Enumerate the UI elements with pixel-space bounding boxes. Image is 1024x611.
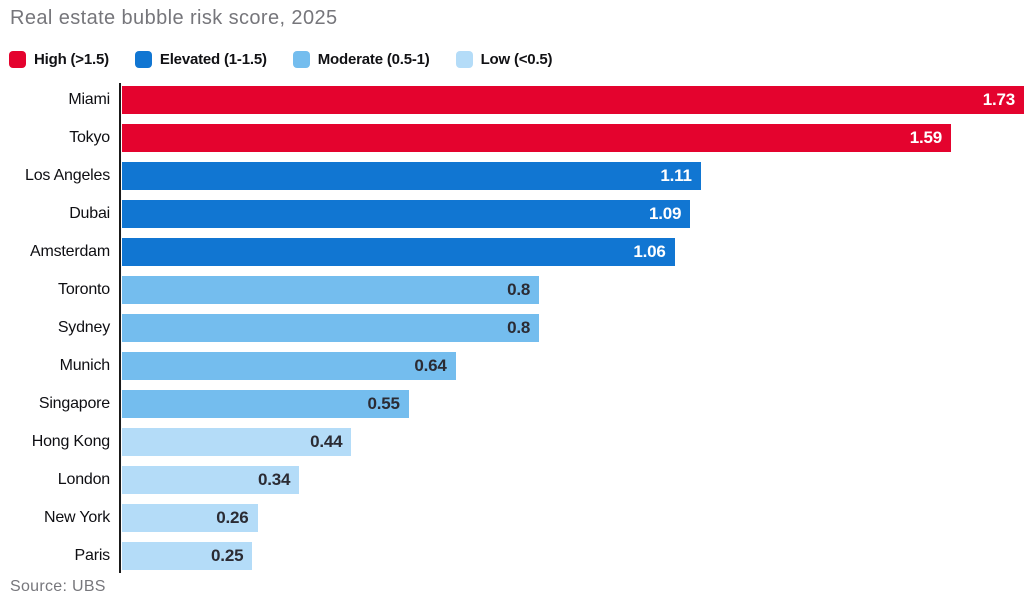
- bar: 1.09: [122, 200, 691, 228]
- bar-row: Toronto 0.8: [58, 271, 1024, 309]
- bar-track: 0.8: [122, 314, 1024, 342]
- value-label: 0.64: [414, 356, 447, 375]
- bar-row: Tokyo 1.59: [69, 119, 1024, 157]
- legend-swatch-icon: [9, 50, 26, 68]
- plot-area: Miami 1.73 Tokyo 1.59 Los Angeles 1.11 D…: [0, 81, 1024, 575]
- bar: 0.34: [122, 466, 300, 494]
- bar-track: 0.25: [122, 542, 1024, 570]
- bar-track: 0.34: [122, 466, 1024, 494]
- category-label: Sydney: [57, 319, 110, 336]
- legend-swatch-icon: [455, 50, 473, 68]
- bar-track: 1.11: [122, 162, 1024, 190]
- bar: 0.55: [122, 390, 409, 418]
- category-label: New York: [44, 509, 110, 526]
- bar-track: 0.8: [122, 276, 1024, 304]
- legend-label: Elevated (1-1.5): [159, 50, 267, 68]
- bar-track: 0.64: [122, 352, 1024, 380]
- bar: 1.11: [122, 162, 701, 190]
- bar: 0.44: [122, 428, 352, 456]
- category-label: Munich: [59, 357, 111, 374]
- bar: 1.06: [122, 238, 675, 266]
- bar-row: Singapore 0.55: [39, 385, 1024, 423]
- bar-row: Miami 1.73: [68, 81, 1024, 119]
- category-label: Tokyo: [69, 129, 110, 146]
- bar-row: Hong Kong 0.44: [32, 423, 1024, 461]
- bar-row: Munich 0.64: [60, 347, 1024, 385]
- value-label: 0.34: [257, 470, 291, 489]
- bar: 0.8: [122, 314, 540, 342]
- bar-track: 1.73: [122, 86, 1024, 114]
- value-label: 0.8: [507, 280, 531, 299]
- bar-track: 1.06: [122, 238, 1024, 266]
- value-label: 1.73: [982, 90, 1015, 109]
- legend-item: Elevated (1-1.5): [134, 50, 267, 68]
- bar-row: Amsterdam 1.06: [30, 233, 1024, 271]
- category-label: Singapore: [38, 395, 110, 412]
- bar: 1.73: [122, 86, 1024, 114]
- bar: 0.25: [122, 542, 253, 570]
- bar-row: Sydney 0.8: [58, 309, 1024, 347]
- legend-item: High (>1.5): [9, 50, 109, 68]
- bar: 0.8: [122, 276, 540, 304]
- value-label: 0.44: [310, 432, 343, 451]
- category-label: London: [57, 471, 110, 488]
- value-label: 1.11: [660, 166, 692, 185]
- bar-row: Los Angeles 1.11: [25, 157, 1024, 195]
- legend-label: High (>1.5): [34, 50, 109, 68]
- value-label: 1.09: [649, 204, 682, 223]
- bar-row: Dubai 1.09: [69, 195, 1024, 233]
- category-label: Paris: [74, 547, 111, 564]
- chart-title: Real estate bubble risk score, 2025: [10, 7, 338, 29]
- bar-row: London 0.34: [58, 461, 1024, 499]
- category-label: Hong Kong: [31, 433, 110, 450]
- value-label: 0.26: [216, 508, 249, 527]
- value-label: 0.25: [211, 546, 244, 565]
- legend: High (>1.5) Elevated (1-1.5) Moderate (0…: [9, 49, 553, 69]
- category-label: Toronto: [58, 281, 110, 298]
- bar-row: New York 0.26: [44, 499, 1024, 537]
- value-label: 1.59: [909, 128, 942, 147]
- bar: 0.64: [122, 352, 456, 380]
- bar-track: 1.59: [122, 124, 1024, 152]
- legend-label: Moderate (0.5-1): [317, 50, 430, 68]
- bar-row: Paris 0.25: [75, 537, 1024, 575]
- bar: 1.59: [122, 124, 951, 152]
- value-label: 0.55: [367, 394, 400, 413]
- y-axis-line: [119, 83, 121, 573]
- bar-track: 0.26: [122, 504, 1024, 532]
- category-label: Amsterdam: [30, 243, 110, 260]
- legend-item: Moderate (0.5-1): [292, 50, 430, 68]
- value-label: 0.8: [507, 318, 531, 337]
- legend-swatch-icon: [134, 50, 152, 68]
- category-label: Dubai: [69, 205, 110, 222]
- source-note: Source: UBS: [10, 578, 106, 595]
- legend-item: Low (<0.5): [455, 50, 553, 68]
- bar-track: 1.09: [122, 200, 1024, 228]
- bar-track: 0.44: [122, 428, 1024, 456]
- bar-track: 0.55: [122, 390, 1024, 418]
- legend-label: Low (<0.5): [480, 50, 553, 68]
- category-label: Miami: [68, 91, 110, 108]
- legend-swatch-icon: [292, 50, 310, 68]
- bar: 0.26: [122, 504, 258, 532]
- category-label: Los Angeles: [25, 167, 110, 184]
- value-label: 1.06: [633, 242, 666, 261]
